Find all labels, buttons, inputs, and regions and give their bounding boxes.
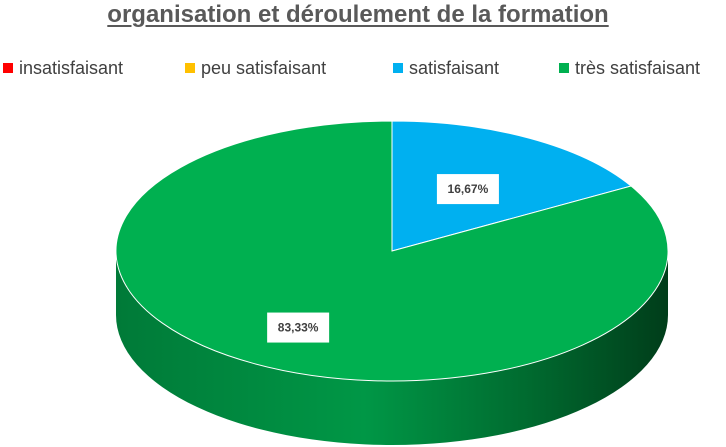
legend-label-tres-satisfaisant: très satisfaisant bbox=[575, 58, 701, 78]
data-label-box bbox=[267, 312, 330, 343]
chart-title: organisation et déroulement de la format… bbox=[107, 1, 609, 28]
legend-swatch-peu-satisfaisant bbox=[185, 63, 195, 73]
pie-slice-tres-satisfaisant bbox=[115, 120, 669, 382]
legend: insatisfaisant peu satisfaisant satisfai… bbox=[0, 57, 726, 79]
legend-item-satisfaisant: satisfaisant bbox=[393, 57, 499, 79]
pie-slice-satisfaisant bbox=[391, 120, 633, 252]
legend-swatch-insatisfaisant bbox=[3, 63, 13, 73]
legend-swatch-tres-satisfaisant bbox=[559, 63, 569, 73]
legend-item-tres-satisfaisant: très satisfaisant bbox=[559, 57, 700, 79]
data-label-text: 83,33% bbox=[278, 321, 319, 335]
legend-item-insatisfaisant: insatisfaisant bbox=[3, 57, 123, 79]
pie-side-tres-satisfaisant bbox=[116, 251, 668, 445]
legend-label-peu-satisfaisant: peu satisfaisant bbox=[201, 58, 327, 78]
legend-item-peu-satisfaisant: peu satisfaisant bbox=[185, 57, 326, 79]
legend-label-insatisfaisant: insatisfaisant bbox=[19, 58, 124, 78]
pie-labels: 16,67% 83,33% bbox=[267, 174, 499, 343]
data-label-satisfaisant: 16,67% bbox=[436, 174, 499, 205]
legend-label-satisfaisant: satisfaisant bbox=[409, 58, 500, 78]
legend-swatch-satisfaisant bbox=[393, 63, 403, 73]
data-label-box bbox=[436, 174, 499, 205]
pie-tops bbox=[115, 120, 669, 382]
data-label-tres-satisfaisant: 83,33% bbox=[267, 312, 330, 343]
pie-sides bbox=[116, 251, 668, 445]
data-label-text: 16,67% bbox=[448, 182, 489, 196]
